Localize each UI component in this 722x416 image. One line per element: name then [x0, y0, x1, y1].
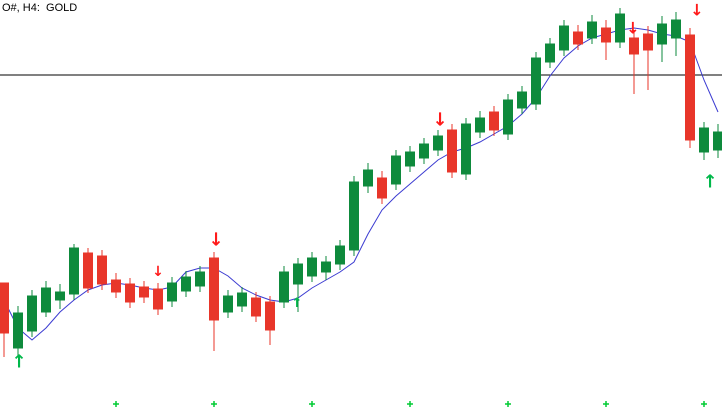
signal-arrow-down-icon: ↓	[690, 1, 703, 20]
bottom-tick-mark	[113, 401, 119, 407]
candle-body	[41, 287, 51, 313]
candle-body	[657, 23, 667, 45]
signal-arrow-up-icon: ↑	[292, 296, 303, 311]
candle-body	[461, 123, 471, 175]
candle-body	[195, 271, 205, 287]
candle-body	[223, 295, 233, 313]
candle-body	[293, 263, 303, 285]
candle-body	[279, 271, 289, 303]
candle-body	[349, 181, 359, 251]
candle-body	[335, 245, 345, 265]
candle-body	[573, 31, 583, 45]
candle-body	[97, 255, 107, 285]
candle-body	[391, 155, 401, 185]
candle-body	[55, 291, 65, 301]
bottom-tick-mark	[407, 401, 413, 407]
candle-body	[601, 27, 611, 43]
candle-body	[405, 151, 415, 167]
candle-body	[321, 261, 331, 273]
candle-body	[419, 143, 429, 159]
candle-body	[153, 288, 163, 310]
candle-body	[83, 252, 93, 289]
candle-body	[139, 286, 149, 298]
candle-body	[27, 295, 37, 332]
bottom-tick-mark	[505, 401, 511, 407]
candle-body	[489, 111, 499, 131]
candle-body	[559, 25, 569, 51]
candle-body	[545, 43, 555, 63]
candle-body	[307, 257, 317, 277]
candle-body	[475, 117, 485, 133]
signal-arrow-up-icon: ↑	[11, 351, 26, 372]
candle-body	[685, 34, 695, 141]
signal-arrow-down-icon: ↓	[432, 109, 447, 130]
candle-body	[503, 99, 513, 135]
candle-body	[517, 91, 527, 109]
candle-body	[265, 301, 275, 331]
bottom-tick-mark	[309, 401, 315, 407]
candle-body	[237, 292, 247, 307]
candle-body	[363, 169, 373, 187]
candle-body	[699, 127, 709, 153]
candle-body	[671, 19, 681, 39]
candle-body	[13, 312, 23, 349]
bottom-tick-mark	[701, 401, 707, 407]
signal-arrow-up-icon: ↑	[702, 171, 717, 192]
candle-body	[713, 131, 722, 151]
candle-body	[251, 297, 261, 317]
moving-average-line	[3, 27, 719, 341]
signal-arrow-down-icon: ↓	[626, 19, 639, 38]
candle-body	[629, 37, 639, 55]
candle-body	[433, 135, 443, 151]
candle-body	[167, 282, 177, 302]
candle-body	[209, 257, 219, 321]
candle-body	[181, 276, 191, 292]
candle-body	[643, 33, 653, 51]
candle-body	[531, 57, 541, 105]
candle-body	[69, 247, 79, 295]
candle-body	[447, 129, 457, 173]
chart-symbol-label: O#, H4: GOLD	[2, 2, 78, 14]
bottom-tick-mark	[211, 401, 217, 407]
signal-arrow-down-icon: ↓	[208, 229, 223, 250]
candle-body	[125, 283, 135, 303]
candle-body	[587, 21, 597, 39]
signal-arrow-down-icon: ↓	[152, 264, 164, 280]
candle-body	[111, 279, 121, 293]
bottom-tick-mark	[603, 401, 609, 407]
candle-body	[377, 177, 387, 199]
candle-body	[615, 13, 625, 43]
candle-body	[0, 282, 9, 334]
